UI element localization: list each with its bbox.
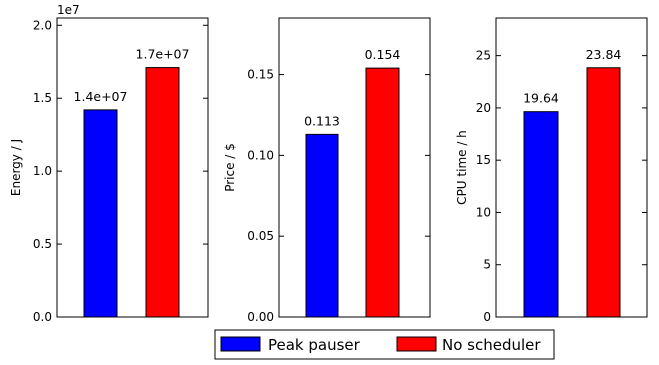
legend-swatch-2 <box>396 336 437 352</box>
y-tick-label-2-3: 0.10 <box>247 148 274 162</box>
y-tick-label-3-5: 20 <box>476 101 491 115</box>
data-label-3-2: 23.84 <box>586 47 622 62</box>
bar-peak-pauser-1 <box>83 109 118 318</box>
y-tick-label-3-6: 25 <box>476 49 491 63</box>
data-label-3-1: 19.64 <box>523 91 559 106</box>
bar-no-scheduler-1 <box>145 67 180 318</box>
legend-swatch-1 <box>220 336 261 352</box>
y-tick-label-1-3: 1.0 <box>33 164 52 178</box>
axes-frame-1 <box>56 17 209 318</box>
y-tick-label-1-1: 0.0 <box>33 310 52 324</box>
y-tick-label-1-4: 1.5 <box>33 91 52 105</box>
y-axis-label-2: Price / $ <box>223 143 237 192</box>
data-label-2-2: 0.154 <box>365 47 401 62</box>
y-tick-label-3-1: 0 <box>483 310 491 324</box>
legend-box <box>214 329 555 360</box>
legend-label-1: Peak pauser <box>268 336 361 354</box>
y-tick-label-3-3: 10 <box>476 205 491 219</box>
axes-frame-2 <box>278 17 431 318</box>
y-tick-label-2-2: 0.05 <box>247 229 274 243</box>
y-axis-label-3: CPU time / h <box>455 130 469 205</box>
legend-label-2: No scheduler <box>442 336 541 354</box>
y-tick-label-3-2: 5 <box>483 258 491 272</box>
bar-no-scheduler-2 <box>365 67 400 318</box>
bar-no-scheduler-3 <box>586 67 621 318</box>
bar-peak-pauser-3 <box>523 111 559 318</box>
y-axis-label-1: Energy / J <box>9 139 23 196</box>
y-tick-label-2-1: 0.00 <box>247 310 274 324</box>
data-label-1-1: 1.4e+07 <box>74 89 128 104</box>
axes-frame-3 <box>495 17 648 318</box>
data-label-2-1: 0.113 <box>304 113 340 128</box>
y-tick-label-3-4: 15 <box>476 153 491 167</box>
y-offset-text-1: 1e7 <box>57 3 80 17</box>
y-tick-label-2-4: 0.15 <box>247 68 274 82</box>
data-label-1-2: 1.7e+07 <box>136 47 190 62</box>
y-tick-label-1-5: 2.0 <box>33 18 52 32</box>
bar-peak-pauser-2 <box>305 133 339 318</box>
y-tick-label-1-2: 0.5 <box>33 237 52 251</box>
